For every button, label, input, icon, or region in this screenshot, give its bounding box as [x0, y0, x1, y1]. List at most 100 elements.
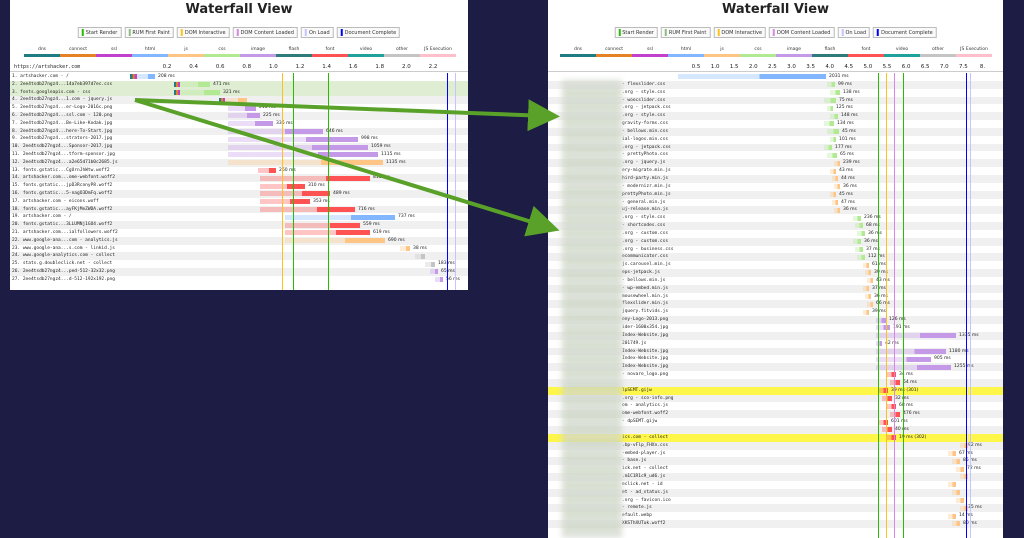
request-row[interactable]: - shortcodes.css 68 ms [548, 222, 1003, 230]
request-row[interactable]: - remote.js 35 ms [548, 504, 1003, 513]
request-row[interactable]: - dpSEMT.gijw 601 ms [548, 418, 1003, 426]
request-row[interactable]: 5. 2ee4tsdb27ngz4...er-Logo-2016c.png 218… [10, 104, 468, 112]
request-row[interactable]: .org - style.css 148 ms [548, 112, 1003, 121]
request-row[interactable]: eclick.net - id [548, 481, 1003, 489]
request-url: .org - custom.css [622, 238, 669, 244]
request-row[interactable]: - modernizr.min.js 36 ms [548, 183, 1003, 191]
request-row[interactable]: ider-1600x354.jpg 191 ms [548, 324, 1003, 332]
request-row[interactable]: ony-Logo-2013.png 126 ms [548, 316, 1003, 324]
request-row[interactable]: ick.net - collect 72 ms [548, 465, 1003, 473]
request-row[interactable]: 21. artshacker.com...ialfollowers.woff2 6… [10, 229, 468, 237]
request-bar [834, 207, 840, 213]
request-row[interactable]: - novare_logo.png 34 ms [548, 371, 1003, 379]
request-row[interactable]: 9. 2ee4tsdb27ngz4...strators-2017.jpg 998… [10, 135, 468, 143]
request-row[interactable]: .org - jetpack.css 177 ms [548, 143, 1003, 152]
request-row[interactable]: .org - favicon.ico [548, 497, 1003, 505]
request-url: - remote.js [622, 505, 652, 511]
request-row[interactable]: prettyPhoto.min.js 45 ms [548, 190, 1003, 199]
request-url: - dpSEMT.gijw [622, 419, 658, 425]
request-row[interactable]: et - ad_status.js [548, 488, 1003, 497]
request-row[interactable]: 11. 2ee4tsdb27ngz4...tform-sponsor.jpg 11… [10, 151, 468, 159]
request-url: .org - jquery.js [622, 160, 666, 166]
request-row[interactable]: flexslider.min.js 66 ms [548, 300, 1003, 309]
request-row[interactable]: XKSThXUTuk.woff2 80 ms [548, 520, 1003, 528]
request-row[interactable]: - bellows.min.js 43 ms [548, 277, 1003, 285]
request-row[interactable]: 3. fonts.googleapis.com - css 321 ms [10, 88, 468, 97]
request-row[interactable]: 1. artshacker.com - / 208 ms [10, 73, 468, 81]
request-row[interactable]: 23. www.google-ana...s.com - linkid.js 38… [10, 245, 468, 253]
request-bar [678, 74, 826, 80]
request-row[interactable]: -embed-player.js 67 ms [548, 450, 1003, 458]
request-bar [886, 372, 896, 378]
request-row[interactable]: Index-Website.jpg 1335 ms [548, 331, 1003, 340]
request-row[interactable]: - bellows.min.css 45 ms [548, 127, 1003, 136]
request-duration: 39 ms (301) [891, 387, 919, 393]
request-row[interactable]: 6. 2ee4tsdb27ngz4...ssl.com - 120.png 225… [10, 111, 468, 120]
request-duration: 126 ms [889, 317, 906, 323]
request-row[interactable]: .bp-vFlp_FHXn.css 92 ms [548, 441, 1003, 450]
request-row[interactable]: 27. 2ee4tsdb27ngz4...d-512-192x192.png 56… [10, 276, 468, 284]
request-row[interactable]: 54 ms [548, 378, 1003, 387]
axis-tick: 1.6 [348, 64, 358, 70]
request-row[interactable]: - woocslider.css 75 ms [548, 96, 1003, 105]
request-row[interactable]: 14. artshacker.com...ome-webfont.woff2 81… [10, 174, 468, 183]
type-label: ssl [111, 47, 117, 52]
request-row[interactable]: ome-webfont.woff2 476 ms [548, 410, 1003, 419]
request-row[interactable]: 8. 2ee4tsdb27ngz4...here-To-Start.jpg 646… [10, 127, 468, 136]
request-row[interactable]: .org - sco-info.png 32 ms [548, 394, 1003, 403]
request-url: Index-Website.jpg [622, 332, 669, 338]
request-row[interactable]: .org - custom.css 36 ms [548, 230, 1003, 238]
request-row[interactable]: ial-logos.min.css 101 ms [548, 136, 1003, 144]
request-row[interactable]: - base.js 85 ms [548, 457, 1003, 466]
request-row[interactable]: 20. fonts.gstatic...3LLUMNj1GO4.woff2 559… [10, 221, 468, 229]
request-row[interactable]: 40 ms [548, 425, 1003, 434]
request-duration: 44 ms [841, 175, 855, 181]
request-row[interactable]: mousewheel.min.js 36 ms [548, 293, 1003, 301]
request-row[interactable]: .org - jquery.js 239 ms [548, 159, 1003, 168]
request-row[interactable]: 25. stats.g.doubleclick.net - collect 183… [10, 260, 468, 268]
request-row[interactable]: .org - jetpack.css 125 ms [548, 104, 1003, 112]
type-swatch [240, 54, 276, 57]
request-row[interactable]: - prettyPhoto.css 65 ms [548, 151, 1003, 159]
request-row[interactable]: 26. 2ee4tsdb27ngz4...ped-512-32x32.png 65… [10, 267, 468, 276]
request-row[interactable]: ery-migrate.min.js 43 ms [548, 167, 1003, 175]
request-row[interactable]: - general.min.js 47 ms [548, 199, 1003, 207]
request-row[interactable]: om - analytics.js 68 ms [548, 402, 1003, 410]
request-row[interactable]: 15. fonts.gstatic...jpD3RcnnyP8.woff2 310… [10, 182, 468, 190]
request-row[interactable]: 7. 2ee4tsdb27ngz4...Be-Like-Kodak.jpg 336… [10, 120, 468, 128]
request-row[interactable]: ecommunicator.css 112 ms [548, 253, 1003, 262]
request-row[interactable]: ics.com - collect 19 ms (302) [548, 433, 1003, 442]
request-url: 24. www.google-analytics.com - collect [12, 253, 115, 259]
request-row[interactable]: .org - style.css 236 ms [548, 214, 1003, 222]
request-row[interactable]: 2. 2ee4tsdb27ngz4...14a7eb397d7ec.css 471… [10, 80, 468, 89]
request-row[interactable]: 10. 2ee4tsdb27ngz4...Sponsor-2017.jpg 105… [10, 143, 468, 151]
request-row[interactable]: .org - style.css 138 ms [548, 89, 1003, 97]
request-row[interactable]: 17. artshacker.com - eicons.woff 353 ms [10, 198, 468, 206]
request-row[interactable]: .org - business.css 37 ms [548, 246, 1003, 254]
event-marker-line [886, 73, 887, 538]
request-row[interactable]: lpSEMT.gijw 39 ms (301) [548, 386, 1003, 395]
request-row[interactable]: .m1C1R1c9_ud6.js [548, 473, 1003, 481]
request-duration: 39 ms [874, 270, 888, 276]
request-row[interactable]: 4. 2ee4tsdb27ngz4...1.com - jquery.js [10, 96, 468, 105]
request-row[interactable]: 18. fonts.gstatic...ayFKjMeZWDA.woff2 716… [10, 205, 468, 214]
request-row[interactable]: 22. www.google-ana...com - analytics.js 6… [10, 236, 468, 245]
request-row[interactable]: 24. www.google-analytics.com - collect [10, 252, 468, 261]
request-row[interactable]: 13. fonts.gstatic...CgUrnJhWtw.woff2 260 … [10, 167, 468, 175]
request-row[interactable]: gravity-forms.css 134 ms [548, 120, 1003, 128]
request-row[interactable]: eps-jetpack.js 39 ms [548, 269, 1003, 277]
request-row[interactable]: hird-party.min.js 44 ms [548, 174, 1003, 183]
request-row[interactable]: 19. artshacker.com - / 737 ms [10, 213, 468, 221]
request-row[interactable]: 12. 2ee4tsdb27ngz4...a2e65d71b0c2685.js 1… [10, 158, 468, 167]
request-row[interactable]: 16. fonts.gstatic...5-nagO3DmFq.woff2 489… [10, 189, 468, 198]
request-bar [435, 277, 443, 283]
request-row[interactable]: 2031 ms [548, 73, 1003, 81]
request-row[interactable]: - flexslider.css 99 ms [548, 80, 1003, 89]
connect-bar [174, 82, 180, 88]
request-row[interactable]: Index-Website.jpg 1255 ms [548, 363, 1003, 372]
request-row[interactable]: 201749.js 42 ms [548, 340, 1003, 348]
request-row[interactable]: efault.webp 14 ms [548, 512, 1003, 520]
request-row[interactable]: uj-release.min.js 36 ms [548, 206, 1003, 215]
request-row[interactable]: Index-Website.jpg 1180 ms [548, 347, 1003, 356]
request-row[interactable]: .org - custom.css 36 ms [548, 237, 1003, 246]
